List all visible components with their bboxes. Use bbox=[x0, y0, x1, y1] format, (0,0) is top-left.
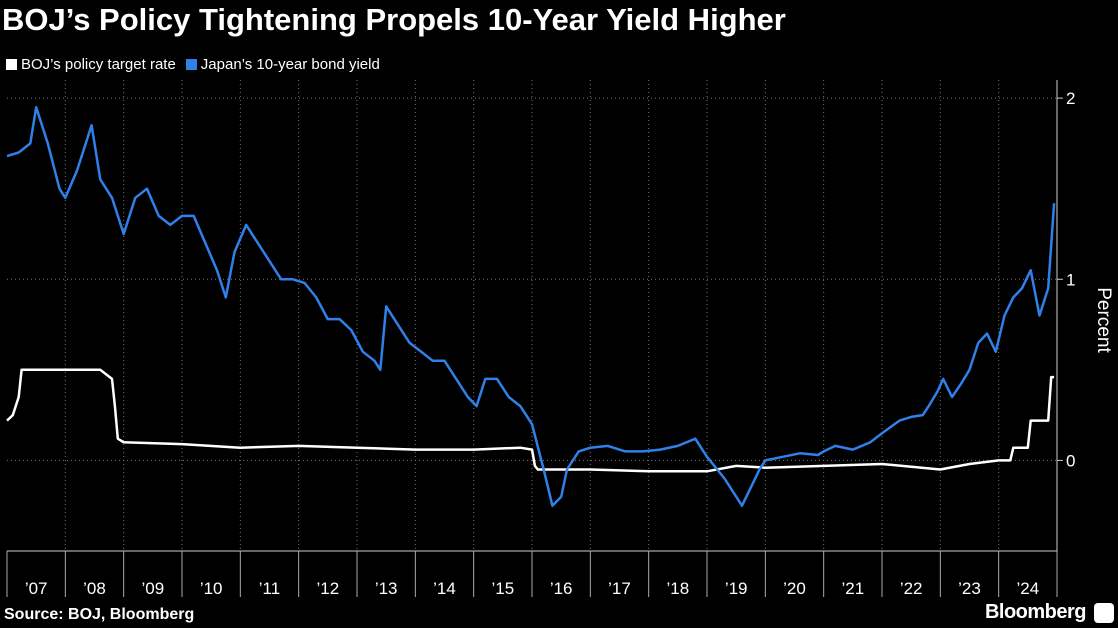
x-tick-label: ’22 bbox=[900, 579, 923, 598]
legend-label-policy-rate: BOJ’s policy target rate bbox=[21, 56, 176, 73]
x-tick-label: ’11 bbox=[259, 579, 280, 598]
y-tick-label: 2 bbox=[1066, 89, 1075, 108]
x-tick-label: ’16 bbox=[550, 579, 573, 598]
x-tick-label: ’18 bbox=[666, 579, 689, 598]
series-line-bond-yield bbox=[6, 105, 1056, 507]
legend-label-bond-yield: Japan’s 10-year bond yield bbox=[200, 56, 380, 73]
series-line-policy-rate bbox=[6, 368, 1055, 473]
x-tick-label: ’09 bbox=[141, 579, 164, 598]
x-tick-label: ’15 bbox=[491, 579, 514, 598]
x-tick-label: ’13 bbox=[375, 579, 398, 598]
legend-item-policy-rate: BOJ’s policy target rate bbox=[6, 56, 176, 73]
legend-swatch-bond-yield bbox=[185, 59, 197, 70]
x-tick-label: ’20 bbox=[783, 579, 806, 598]
chart-title: BOJ’s Policy Tightening Propels 10-Year … bbox=[2, 2, 786, 37]
legend: BOJ’s policy target rate Japan’s 10-year… bbox=[6, 56, 390, 73]
x-tick-label: ’07 bbox=[25, 579, 48, 598]
x-tick-label: ’21 bbox=[841, 579, 864, 598]
legend-item-bond-yield: Japan’s 10-year bond yield bbox=[185, 56, 380, 73]
x-tick-label: ’19 bbox=[725, 579, 748, 598]
y-tick-label: 1 bbox=[1066, 270, 1075, 289]
bloomberg-icon bbox=[1094, 603, 1114, 623]
y-axis-label: Percent bbox=[1093, 287, 1114, 353]
brand-logo: Bloomberg bbox=[984, 601, 1087, 623]
y-tick-label: 0 bbox=[1066, 451, 1075, 470]
x-tick-label: ’12 bbox=[316, 579, 339, 598]
x-tick-label: ’14 bbox=[433, 579, 456, 598]
x-tick-label: ’08 bbox=[83, 579, 106, 598]
x-tick-label: ’10 bbox=[200, 579, 223, 598]
x-tick-label: ’24 bbox=[1016, 579, 1039, 598]
source-note: Source: BOJ, Bloomberg bbox=[4, 606, 195, 623]
x-tick-label: ’17 bbox=[608, 579, 631, 598]
x-tick-label: ’23 bbox=[958, 579, 981, 598]
legend-swatch-policy-rate bbox=[6, 59, 17, 70]
